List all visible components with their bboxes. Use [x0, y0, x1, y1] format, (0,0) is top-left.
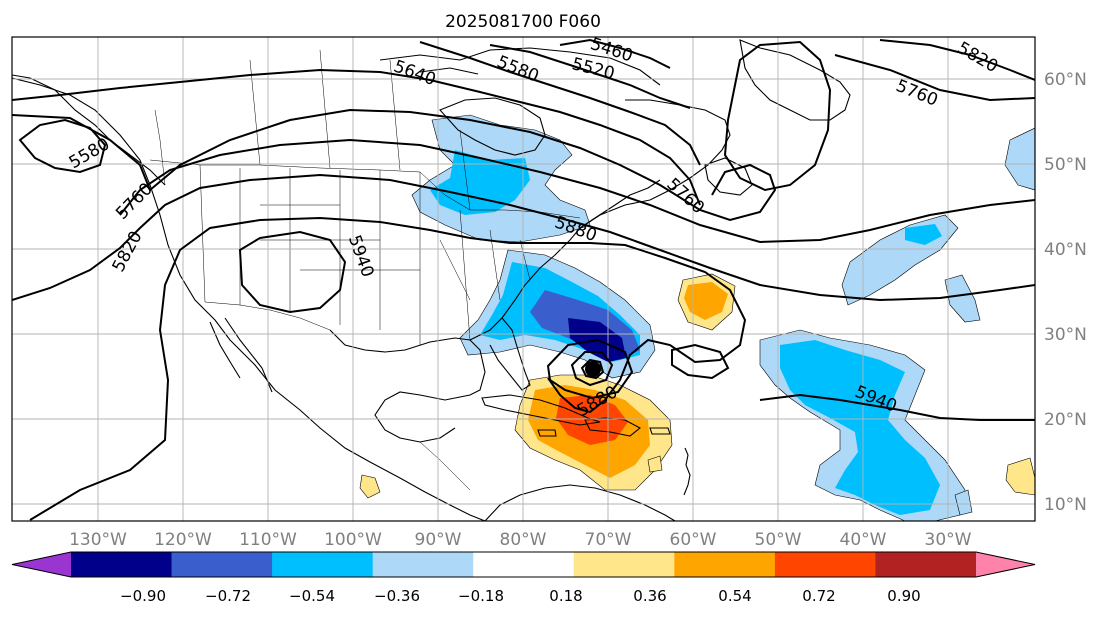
coastline-gulf-of-mexico [329, 329, 486, 443]
longitude-labels: 130°W 120°W 110°W 100°W 90°W 80°W 70°W 6… [69, 530, 972, 550]
lon-label-60w: 60°W [670, 530, 717, 550]
contour-5940-high [238, 230, 347, 314]
lon-label-130w: 130°W [69, 530, 127, 550]
shade-pos-orange-midatlantic [684, 282, 728, 320]
shade-pos-yellow-eastpacific [359, 474, 381, 499]
colorbar-segment [71, 552, 173, 577]
lat-label-20n: 20°N [1044, 410, 1087, 430]
border-central-america [419, 441, 471, 491]
colorbar-segment [875, 552, 977, 577]
coastline-lesser-antilles [683, 447, 691, 496]
cbar-label-neg090: −0.90 [120, 587, 166, 605]
lat-label-10n: 10°N [1044, 495, 1087, 515]
contour-5820-west [12, 173, 1035, 302]
coastline-greenland [739, 39, 851, 121]
contour-5580-alaska [18, 118, 107, 174]
coastline-baja [209, 317, 273, 393]
anomaly-shading [359, 114, 1035, 521]
lat-label-60n: 60°N [1044, 70, 1087, 90]
border-alaska-canada [154, 109, 166, 186]
border-us-mexico [204, 301, 331, 331]
contour-5940-atlantic [759, 393, 1035, 421]
cbar-label-neg072: −0.72 [205, 587, 251, 605]
shade-neg-lightblue-europe [1004, 127, 1035, 191]
colorbar-segment [171, 552, 273, 577]
contour-5520 [489, 44, 691, 109]
contour-5820-ne [879, 39, 1035, 81]
shade-neg-blue-northatlantic [905, 224, 942, 245]
lon-label-120w: 120°W [154, 530, 212, 550]
colorbar-tick-labels: −0.90 −0.72 −0.54 −0.36 −0.18 0.18 0.36 … [120, 587, 921, 605]
coastlines [12, 39, 851, 521]
hurricane-center [585, 361, 601, 377]
contour-5880 [29, 216, 747, 521]
lon-label-50w: 50°W [755, 530, 802, 550]
contour-5760-west [119, 138, 1035, 244]
map-title: 2025081700 F060 [445, 12, 601, 32]
lat-label-40n: 40°N [1044, 240, 1087, 260]
contour-5580-north [419, 41, 701, 166]
political-borders [149, 49, 581, 491]
height-contours [12, 38, 1035, 521]
coastline-arctic-islands [379, 47, 661, 86]
colorbar-segment [372, 552, 474, 577]
map-area[interactable]: 5460 5520 5580 5580 5640 5760 5760 5760 … [12, 34, 1035, 521]
contour-hurricane-ring3 [580, 358, 605, 380]
coastline-alaska [12, 74, 166, 186]
contour-5760-ne [834, 54, 1035, 102]
lon-label-80w: 80°W [500, 530, 547, 550]
colorbar-segment [774, 552, 876, 577]
cbar-label-neg018: −0.18 [458, 587, 504, 605]
border-canada-provinces [249, 49, 471, 211]
colorbar-extend-high [976, 552, 1035, 577]
shade-neg-blue-greatlakes [430, 150, 530, 215]
colorbar-segment [573, 552, 675, 577]
colorbar-outline [11, 551, 1036, 578]
colorbar-segment [473, 552, 575, 577]
cbar-label-036: 0.36 [633, 587, 666, 605]
coastline-puerto-rico [649, 427, 671, 435]
coastline-jamaica [537, 429, 557, 437]
shade-pos-yellow-east [1005, 457, 1035, 496]
contour-hurricane-ring2 [570, 351, 614, 387]
lon-label-100w: 100°W [324, 530, 382, 550]
cbar-label-neg054: −0.54 [289, 587, 335, 605]
contour-5700 [12, 108, 777, 222]
coastline-hudson-bay [439, 97, 546, 156]
lat-label-50n: 50°N [1044, 155, 1087, 175]
gridlines [12, 37, 1035, 521]
latitude-labels: 10°N 20°N 30°N 40°N 50°N 60°N [1044, 70, 1087, 515]
coastline-cuba [481, 394, 601, 426]
cbar-label-090: 0.90 [887, 587, 920, 605]
cbar-label-018: 0.18 [549, 587, 582, 605]
colorbar-segment [272, 552, 374, 577]
lon-label-110w: 110°W [239, 530, 297, 550]
shade-pos-yellow-small [647, 455, 663, 473]
lon-label-70w: 70°W [585, 530, 632, 550]
contour-1010-ring1 [546, 338, 634, 400]
coastline-north-america-west [12, 77, 486, 521]
lon-label-40w: 40°W [840, 530, 887, 550]
coastline-florida [469, 317, 531, 391]
map-frame [11, 36, 1036, 522]
coastline-south-america [484, 484, 676, 521]
colorbar [11, 551, 1036, 578]
contour-5940-small [671, 343, 730, 380]
colorbar-segment [674, 552, 776, 577]
shade-neg-blue-centralatlantic [780, 340, 940, 515]
contour-5640 [12, 68, 701, 206]
contour-5460 [559, 38, 671, 69]
cbar-label-neg036: −0.36 [374, 587, 420, 605]
cbar-label-054: 0.54 [718, 587, 751, 605]
shade-neg-lightblue-smallstripe [944, 274, 981, 323]
colorbar-extend-low [12, 552, 71, 577]
cbar-label-072: 0.72 [802, 587, 835, 605]
lon-label-30w: 30°W [925, 530, 972, 550]
lon-label-90w: 90°W [415, 530, 462, 550]
lat-label-30n: 30°N [1044, 325, 1087, 345]
contour-5760-greenland [723, 40, 832, 192]
shade-neg-lightblue-east2 [954, 489, 973, 516]
